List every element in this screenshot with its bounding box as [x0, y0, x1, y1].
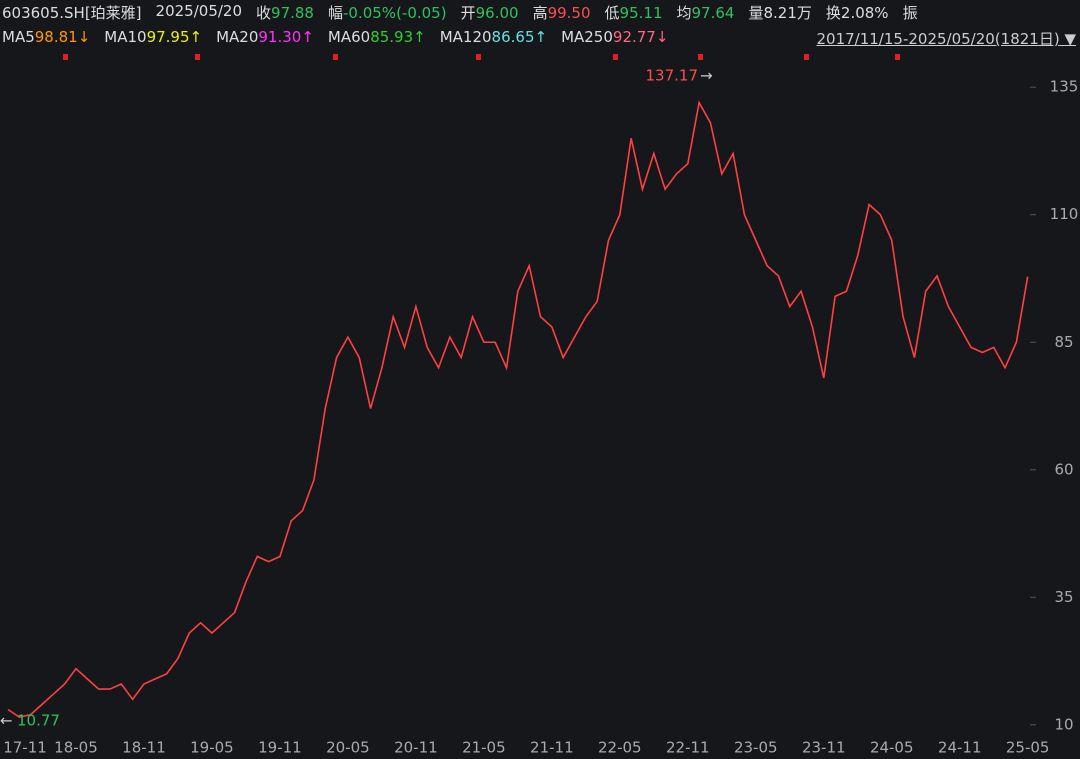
item-label: 高: [532, 4, 548, 22]
item-label: 换: [825, 4, 841, 22]
item-value: 96.00: [475, 4, 519, 22]
item: 幅-0.05%(-0.05): [328, 2, 447, 23]
item-value: 8.21万: [763, 4, 812, 22]
item-value: 98.81↓: [34, 28, 91, 46]
y-tick-label: 35: [1054, 588, 1073, 606]
x-tick-label: 24-05: [870, 739, 914, 757]
item: 收97.88: [256, 2, 314, 23]
item: MA1097.95↑: [104, 28, 202, 46]
item-label: 收: [256, 4, 272, 22]
item-label: 量: [748, 4, 764, 22]
item-label: MA5: [2, 28, 35, 46]
item: MA12086.65↑: [440, 28, 547, 46]
x-tick-label: 19-05: [190, 739, 234, 757]
item-value: 2.08%: [840, 4, 889, 22]
x-tick-label: 20-05: [326, 739, 370, 757]
item-label: MA10: [104, 28, 147, 46]
item-value: 97.88: [271, 4, 314, 22]
item-label: 603605.SH[珀莱雅]: [2, 4, 142, 22]
price-line: [7, 100, 1029, 719]
markers: [63, 54, 900, 60]
high-arrow: →: [700, 67, 713, 85]
item-label: MA120: [439, 28, 492, 46]
low-arrow: ←: [0, 711, 13, 729]
item-value: 85.93↑: [370, 28, 426, 46]
low-label: 10.77: [17, 711, 60, 729]
item-label: 开: [460, 4, 476, 22]
item: 换2.08%: [826, 2, 889, 23]
item: 均97.64: [677, 2, 735, 23]
y-tick-label: 60: [1054, 460, 1073, 478]
item: 量8.21万: [748, 2, 811, 23]
item-label: 低: [604, 4, 620, 22]
x-tick-label: 18-11: [122, 739, 166, 757]
y-tick-label: 110: [1050, 205, 1079, 223]
x-tick-label: 17-11: [3, 739, 47, 757]
date-range[interactable]: 2017/11/15-2025/05/20(1821日) ▼: [816, 30, 1076, 48]
x-tick-label: 23-05: [734, 739, 778, 757]
y-tick-label: 85: [1054, 333, 1073, 351]
item-value: 92.77↓: [612, 28, 669, 46]
item-label: 幅: [327, 4, 343, 22]
item: 开96.00: [461, 2, 519, 23]
item-value: 97.64: [691, 4, 735, 22]
item-value: 99.50: [547, 4, 591, 22]
x-tick-label: 21-11: [530, 739, 574, 757]
y-tick-label: 10: [1054, 715, 1073, 733]
item: MA598.81↓: [2, 28, 90, 46]
item: MA6085.93↑: [328, 28, 426, 46]
item: 低95.11: [605, 2, 663, 23]
x-tick-label: 21-05: [462, 739, 506, 757]
x-tick-label: 18-05: [54, 739, 98, 757]
item-value: 86.65↑: [491, 28, 548, 46]
x-tick-label: 23-11: [802, 739, 846, 757]
item: MA2091.30↑: [216, 28, 314, 46]
x-tick-label: 22-05: [598, 739, 642, 757]
item-label: MA60: [327, 28, 371, 46]
item-label: MA250: [561, 28, 613, 46]
item-value: 97.95↑: [146, 28, 203, 46]
item: 2025/05/20: [156, 2, 242, 23]
item-label: 振: [902, 4, 918, 22]
high-label: 137.17: [646, 67, 699, 85]
item-label: 2025/05/20: [155, 2, 243, 20]
y-tick-label: 135: [1050, 78, 1079, 96]
ma-row: MA598.81↓ MA1097.95↑ MA2091.30↑ MA6085.93↑ M…: [2, 28, 668, 46]
x-tick-label: 20-11: [394, 739, 438, 757]
x-tick-label: 25-05: [1006, 739, 1050, 757]
quote-row: 603605.SH[珀莱雅] 2025/05/20 收97.88 幅-0.05%(-0…: [2, 2, 918, 23]
range-text: 2017/11/15-2025/05/20(1821日): [816, 30, 1060, 48]
x-tick-label: 22-11: [666, 739, 710, 757]
x-tick-label: 24-11: [938, 739, 982, 757]
item-value: 91.30↑: [258, 28, 314, 46]
item: MA25092.77↓: [561, 28, 668, 46]
item: 高99.50: [533, 2, 591, 23]
x-tick-label: 19-11: [258, 739, 302, 757]
item-value: 95.11: [619, 4, 663, 22]
item: 振: [903, 2, 918, 23]
item-label: 均: [676, 4, 692, 22]
item-label: MA20: [216, 28, 259, 46]
item: 603605.SH[珀莱雅]: [2, 2, 142, 23]
item-value: -0.05%(-0.05): [343, 4, 447, 22]
